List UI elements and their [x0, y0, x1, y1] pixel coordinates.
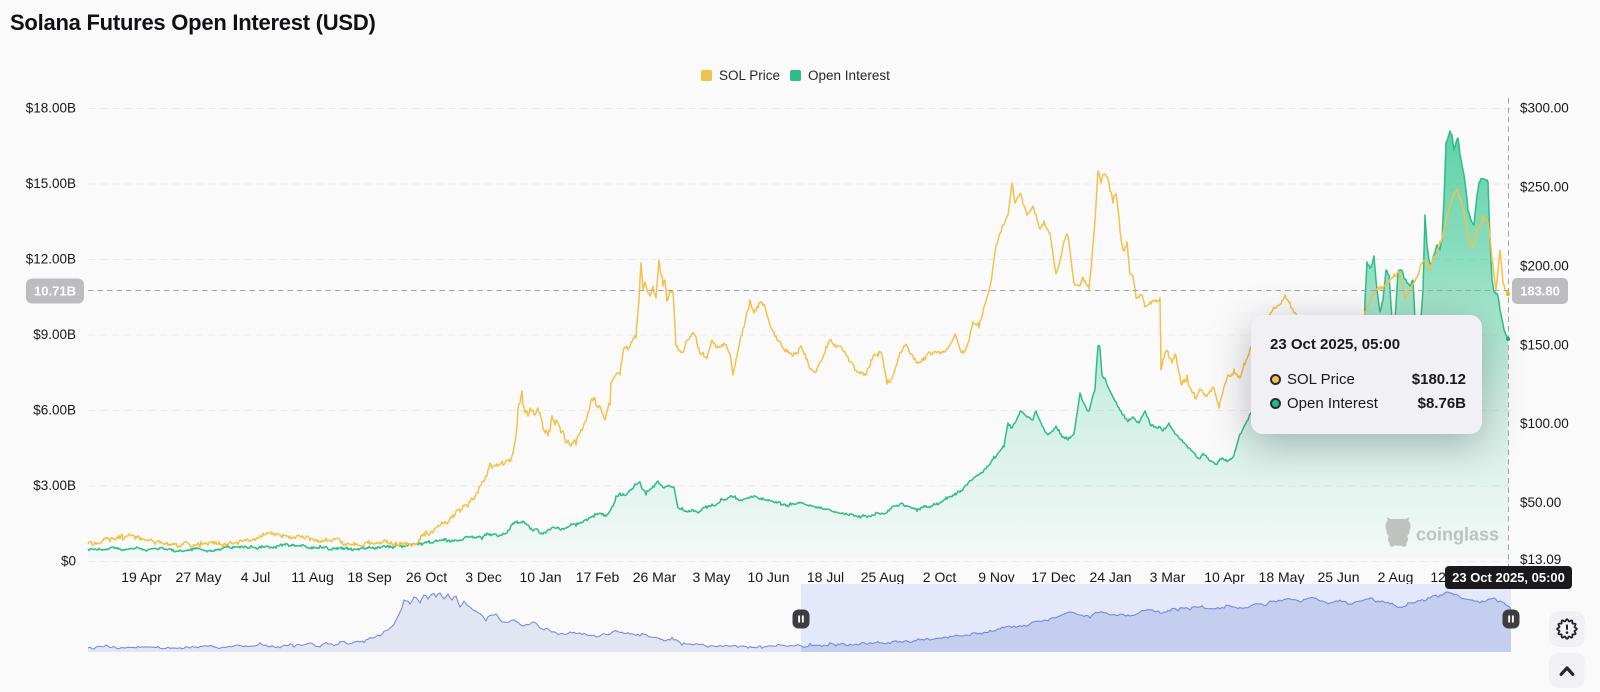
svg-text:$200.00: $200.00: [1520, 258, 1569, 273]
svg-text:$12.00B: $12.00B: [26, 252, 76, 267]
svg-text:24 Jan: 24 Jan: [1089, 569, 1131, 585]
svg-text:183.80: 183.80: [1520, 284, 1560, 299]
svg-text:$150.00: $150.00: [1520, 337, 1569, 352]
svg-text:10 Jan: 10 Jan: [519, 569, 561, 585]
svg-text:3 Dec: 3 Dec: [465, 569, 502, 585]
svg-text:26 Oct: 26 Oct: [406, 569, 447, 585]
svg-text:27 May: 27 May: [176, 569, 222, 585]
svg-text:$0: $0: [61, 554, 76, 569]
svg-text:2 Oct: 2 Oct: [923, 569, 957, 585]
svg-text:$250.00: $250.00: [1520, 179, 1569, 194]
svg-text:3 May: 3 May: [692, 569, 730, 585]
svg-text:18 Jul: 18 Jul: [807, 569, 844, 585]
svg-text:19 Apr: 19 Apr: [121, 569, 162, 585]
svg-text:$6.00B: $6.00B: [33, 403, 76, 418]
svg-text:10 Jun: 10 Jun: [747, 569, 789, 585]
svg-text:$3.00B: $3.00B: [33, 478, 76, 493]
svg-text:$18.00B: $18.00B: [26, 101, 76, 116]
svg-text:17 Dec: 17 Dec: [1031, 569, 1075, 585]
svg-text:18 Sep: 18 Sep: [347, 569, 392, 585]
svg-text:coinglass: coinglass: [1416, 525, 1499, 545]
svg-text:23 Oct 2025, 05:00: 23 Oct 2025, 05:00: [1452, 570, 1565, 585]
svg-text:25 Jun: 25 Jun: [1317, 569, 1359, 585]
svg-text:$300.00: $300.00: [1520, 101, 1569, 116]
svg-text:$100.00: $100.00: [1520, 416, 1569, 431]
svg-text:26 Mar: 26 Mar: [633, 569, 677, 585]
svg-text:3 Mar: 3 Mar: [1150, 569, 1186, 585]
svg-text:25 Aug: 25 Aug: [861, 569, 905, 585]
svg-text:$15.00B: $15.00B: [26, 176, 76, 191]
svg-text:$9.00B: $9.00B: [33, 327, 76, 342]
svg-text:10 Apr: 10 Apr: [1204, 569, 1245, 585]
svg-text:$50.00: $50.00: [1520, 495, 1561, 510]
svg-text:9 Nov: 9 Nov: [978, 569, 1015, 585]
svg-text:2 Aug: 2 Aug: [1378, 569, 1414, 585]
svg-text:17 Feb: 17 Feb: [576, 569, 620, 585]
svg-text:11 Aug: 11 Aug: [291, 569, 334, 585]
svg-text:10.71B: 10.71B: [34, 284, 76, 299]
svg-text:4 Jul: 4 Jul: [241, 569, 271, 585]
svg-text:$13.09: $13.09: [1520, 552, 1561, 567]
svg-text:18 May: 18 May: [1259, 569, 1305, 585]
